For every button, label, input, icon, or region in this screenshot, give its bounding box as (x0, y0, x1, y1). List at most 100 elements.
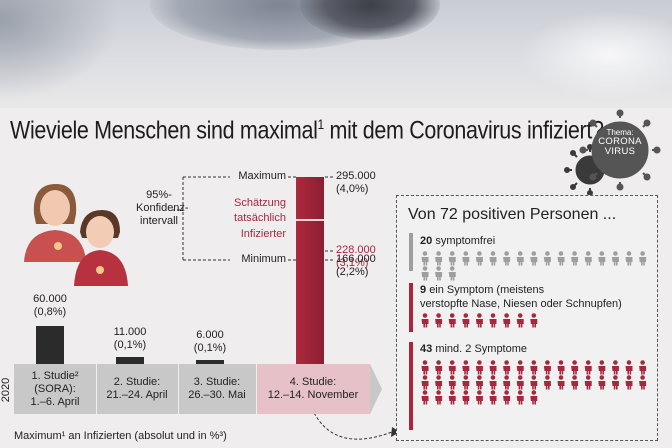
person-icons (421, 360, 647, 405)
person-icon (503, 375, 511, 390)
category-label-study1: 1. Studie² (SORA): 1.–6. April (30, 370, 80, 409)
person-icon (530, 360, 538, 375)
person-icon (489, 375, 497, 390)
category-label-study4: 4. Studie: 12.–14. November (267, 376, 359, 402)
x-axis-caption: Maximum¹ an Infizierten (absolut und in … (14, 430, 227, 442)
bar-study3 (196, 360, 224, 364)
person-icon (557, 375, 565, 390)
category-label-study3: 3. Studie: 26.–30. Mai (188, 376, 246, 402)
person-icon (543, 360, 551, 375)
bar-study1 (36, 325, 64, 364)
bar-study2 (116, 357, 144, 364)
person-icon (530, 251, 538, 266)
person-icon (475, 360, 483, 375)
badge-line2: CORONA (598, 136, 642, 148)
axis-segment-study1 (14, 364, 96, 414)
person-icon (448, 360, 456, 375)
figures-symptomfrei (420, 251, 651, 286)
person-icon (475, 390, 483, 405)
minimum-label: Minimum (241, 253, 286, 265)
group-label-ein-symptom: 9 ein Symptom (meistens verstopfte Nase,… (420, 284, 622, 311)
person-icon (543, 375, 551, 390)
person-icon (462, 390, 470, 405)
person-icon (448, 313, 456, 328)
person-icon (557, 251, 565, 266)
person-icon (435, 266, 443, 281)
person-icon (516, 360, 524, 375)
person-icon (435, 313, 443, 328)
page-title: Wieviele Menschen sind maximal1 mit dem … (10, 116, 604, 145)
person-icon (625, 360, 633, 375)
person-icon (571, 251, 579, 266)
person-icon (462, 360, 470, 375)
person-icon (584, 360, 592, 375)
person-icon (421, 251, 429, 266)
person-icon (421, 360, 429, 375)
person-icon (421, 266, 429, 281)
person-icon (543, 251, 551, 266)
group-bar-mind-2-symptome (409, 342, 413, 430)
axis-segment-study2 (96, 364, 178, 414)
minimum-value: 166.000 (2,2%) (336, 253, 376, 279)
person-icon (611, 251, 619, 266)
person-icon (530, 390, 538, 405)
person-icon (489, 390, 497, 405)
person-icon (435, 251, 443, 266)
woman-face (40, 190, 70, 226)
person-icon (584, 251, 592, 266)
axis-segment-study3 (178, 364, 256, 414)
panel-title: Von 72 positiven Personen ... (408, 206, 617, 223)
person-icon (516, 251, 524, 266)
group-bar-ein-symptom (409, 283, 413, 332)
person-icon (611, 360, 619, 375)
person-icon (625, 251, 633, 266)
figures-ein-symptom (420, 313, 651, 333)
person-icon (475, 313, 483, 328)
estimate-value: 228.000 (3,1%) (336, 244, 376, 270)
person-icon (516, 375, 524, 390)
person-icon (584, 375, 592, 390)
person-icon (448, 251, 456, 266)
person-icons (421, 251, 647, 281)
person-icon (448, 375, 456, 390)
figures-mind-2-symptome (420, 360, 651, 410)
person-icon (530, 313, 538, 328)
badge-line3: VIRUS (604, 146, 636, 158)
badge-line1: Thema: (606, 128, 634, 137)
maximum-label: Maximum (238, 170, 286, 182)
people-illustration (24, 184, 128, 286)
maximum-value: 295.000 (4,0%) (336, 170, 376, 196)
interval-label: 95%- Konfidenz- intervall (136, 189, 189, 228)
person-icon (503, 360, 511, 375)
person-icon (516, 390, 524, 405)
estimate-label: Schätzung tatsächlich Infizierter (234, 197, 286, 240)
group-bar-symptomfrei (409, 233, 413, 271)
virus-icon (564, 109, 661, 196)
person-icon (489, 313, 497, 328)
value-label-study1: 60.000 (0,8%) (33, 293, 67, 319)
person-icon (625, 375, 633, 390)
person-icon (503, 313, 511, 328)
person-icon (489, 360, 497, 375)
corona-virus-badge: Thema: CORONA VIRUS (560, 108, 672, 198)
person-icon (462, 375, 470, 390)
person-icon (571, 360, 579, 375)
person-icon (611, 375, 619, 390)
person-icon (516, 313, 524, 328)
person-icon (475, 251, 483, 266)
person-icon (421, 313, 429, 328)
bar-study4 (296, 177, 324, 364)
person-icon (571, 375, 579, 390)
person-icon (462, 251, 470, 266)
person-icon (530, 375, 538, 390)
axis-year: 2020 (0, 377, 13, 403)
x-axis-band (14, 364, 370, 414)
person-icon (448, 390, 456, 405)
person-icon (598, 251, 606, 266)
category-label-study2: 2. Studie: 21.–24. April (106, 376, 168, 402)
estimate-marker (296, 219, 324, 222)
person-icon (598, 375, 606, 390)
person-icon (448, 266, 456, 281)
person-icon (435, 375, 443, 390)
person-icon (475, 375, 483, 390)
